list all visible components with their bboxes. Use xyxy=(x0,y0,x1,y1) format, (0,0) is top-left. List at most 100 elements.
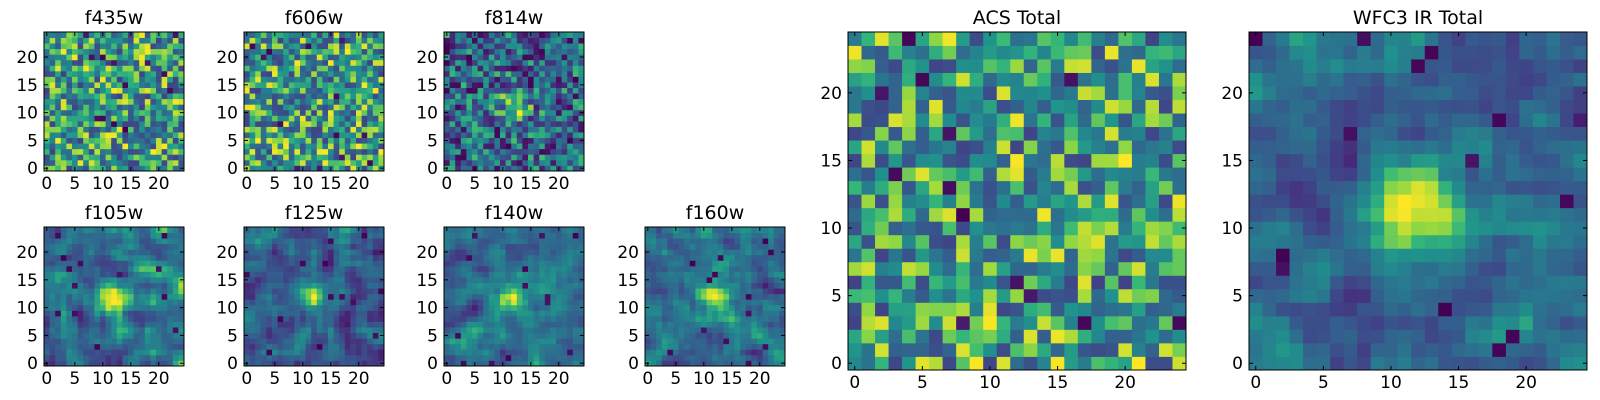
heatmap-cell xyxy=(72,37,78,44)
heatmap-cell xyxy=(372,288,379,295)
heatmap-cell xyxy=(66,154,73,161)
heatmap-cell xyxy=(511,260,518,267)
heatmap-cell xyxy=(260,104,267,111)
heatmap-cell xyxy=(1172,288,1187,303)
heatmap-cell xyxy=(178,32,185,38)
heatmap-cell xyxy=(60,299,67,306)
heatmap-cell xyxy=(294,120,301,127)
heatmap-cell xyxy=(544,321,551,328)
heatmap-cell xyxy=(695,249,702,256)
heatmap-cell xyxy=(116,327,123,334)
heatmap-cell xyxy=(1010,342,1025,357)
heatmap-cell xyxy=(472,120,478,127)
heatmap-cell xyxy=(779,321,786,328)
heatmap-cell xyxy=(266,360,273,367)
heatmap-cell xyxy=(567,310,574,317)
heatmap-cell xyxy=(861,180,876,195)
heatmap-cell xyxy=(60,310,67,317)
heatmap-cell xyxy=(167,254,174,261)
heatmap-cell xyxy=(556,104,562,111)
heatmap-cell xyxy=(511,43,518,50)
heatmap-cell xyxy=(344,321,351,328)
heatmap-cell xyxy=(316,148,323,155)
heatmap-cell xyxy=(272,65,278,72)
heatmap-cell xyxy=(44,299,50,306)
heatmap-cell xyxy=(283,65,290,72)
heatmap-cell xyxy=(105,143,112,150)
heatmap-cell xyxy=(350,104,357,111)
heatmap-cell xyxy=(505,109,512,116)
heatmap-cell xyxy=(249,354,256,361)
heatmap-cell xyxy=(528,321,534,328)
heatmap-cell xyxy=(272,260,278,267)
heatmap-cell xyxy=(572,315,579,322)
heatmap-cell xyxy=(969,288,984,303)
heatmap-cell xyxy=(650,343,657,350)
heatmap-cell xyxy=(689,243,696,250)
heatmap-cell xyxy=(288,159,295,166)
heatmap-cell xyxy=(757,299,763,306)
heatmap-cell xyxy=(460,277,467,283)
heatmap-cell xyxy=(444,260,450,267)
heatmap-cell xyxy=(94,104,101,111)
heatmap-cell xyxy=(372,304,379,311)
heatmap-cell xyxy=(701,349,707,356)
heatmap-cell xyxy=(751,321,758,328)
heatmap-cell xyxy=(511,288,518,295)
heatmap-cell xyxy=(444,321,450,328)
heatmap-cell xyxy=(55,165,62,172)
heatmap-cell xyxy=(150,54,157,61)
heatmap-cell xyxy=(712,271,719,278)
heatmap-cell xyxy=(494,76,501,83)
heatmap-cell xyxy=(572,37,579,44)
heatmap-cell xyxy=(578,354,585,361)
heatmap-cell xyxy=(344,43,351,50)
heatmap-cell xyxy=(122,98,129,105)
heatmap-cell xyxy=(356,277,362,283)
heatmap-cell xyxy=(378,59,385,66)
heatmap-cell xyxy=(150,310,157,317)
heatmap-cell xyxy=(567,165,574,172)
heatmap-cell xyxy=(122,70,129,77)
heatmap-cell xyxy=(172,32,179,38)
heatmap-cell xyxy=(1131,315,1146,330)
heatmap-cell xyxy=(466,232,473,239)
heatmap-cell xyxy=(539,126,546,133)
heatmap-cell xyxy=(122,104,129,111)
heatmap-cell xyxy=(266,299,273,306)
heatmap-cell xyxy=(773,227,780,233)
heatmap-cell xyxy=(578,93,585,100)
heatmap-cell xyxy=(277,260,284,267)
heatmap-cell xyxy=(533,265,540,272)
heatmap-cell xyxy=(539,349,546,356)
x-tick-label: 5 xyxy=(269,369,280,389)
heatmap-cell xyxy=(689,304,696,311)
heatmap-cell xyxy=(372,65,379,72)
heatmap-cell xyxy=(72,76,78,83)
heatmap-cell xyxy=(378,132,385,139)
heatmap-cell xyxy=(942,167,957,182)
heatmap-cell xyxy=(717,288,724,295)
heatmap-cell xyxy=(556,82,562,88)
heatmap-cell xyxy=(161,59,168,66)
heatmap-cell xyxy=(66,354,73,361)
heatmap-cell xyxy=(161,332,168,339)
heatmap-cell xyxy=(344,76,351,83)
heatmap-cell xyxy=(460,238,467,245)
heatmap-cell xyxy=(244,349,250,356)
heatmap-cell xyxy=(572,126,579,133)
heatmap-cell xyxy=(283,310,290,317)
heatmap-cell xyxy=(550,109,557,116)
heatmap-cell xyxy=(322,104,329,111)
heatmap-cell xyxy=(350,321,357,328)
heatmap-cell xyxy=(66,254,73,261)
heatmap-cell xyxy=(128,299,134,306)
heatmap-cell xyxy=(322,327,329,334)
heatmap-cell xyxy=(311,48,318,55)
heatmap-cell xyxy=(466,243,473,250)
heatmap-cell xyxy=(266,154,273,161)
heatmap-cell xyxy=(178,126,185,133)
heatmap-cell xyxy=(372,310,379,317)
heatmap-cell xyxy=(350,93,357,100)
heatmap-cell xyxy=(902,221,916,236)
